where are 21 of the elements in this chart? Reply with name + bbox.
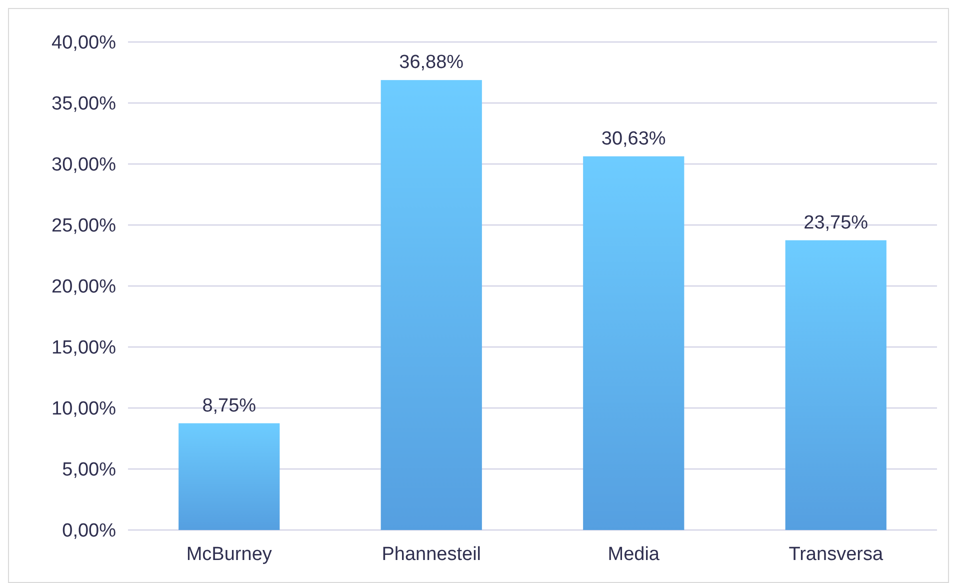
x-tick-label: McBurney (186, 544, 272, 565)
data-label: 23,75% (804, 212, 868, 234)
y-tick-label: 20,00% (52, 276, 116, 298)
bar (785, 240, 886, 530)
y-tick-label: 25,00% (52, 216, 116, 237)
x-tick-label: Phannesteil (382, 544, 482, 565)
y-tick-label: 40,00% (52, 32, 116, 54)
data-label: 30,63% (601, 128, 666, 150)
x-tick-label: Media (608, 544, 660, 565)
bar (178, 423, 280, 530)
data-label: 8,75% (202, 395, 256, 416)
data-label: 36,88% (399, 52, 464, 74)
y-tick-label: 30,00% (52, 154, 116, 176)
y-tick-label: 10,00% (52, 398, 116, 420)
bar (583, 156, 684, 530)
x-tick-label: Transversa (788, 544, 884, 565)
y-tick-label: 0,00% (62, 520, 116, 542)
y-tick-label: 15,00% (52, 338, 116, 359)
y-tick-label: 35,00% (52, 94, 116, 115)
bar (380, 80, 482, 530)
y-tick-label: 5,00% (62, 460, 116, 481)
